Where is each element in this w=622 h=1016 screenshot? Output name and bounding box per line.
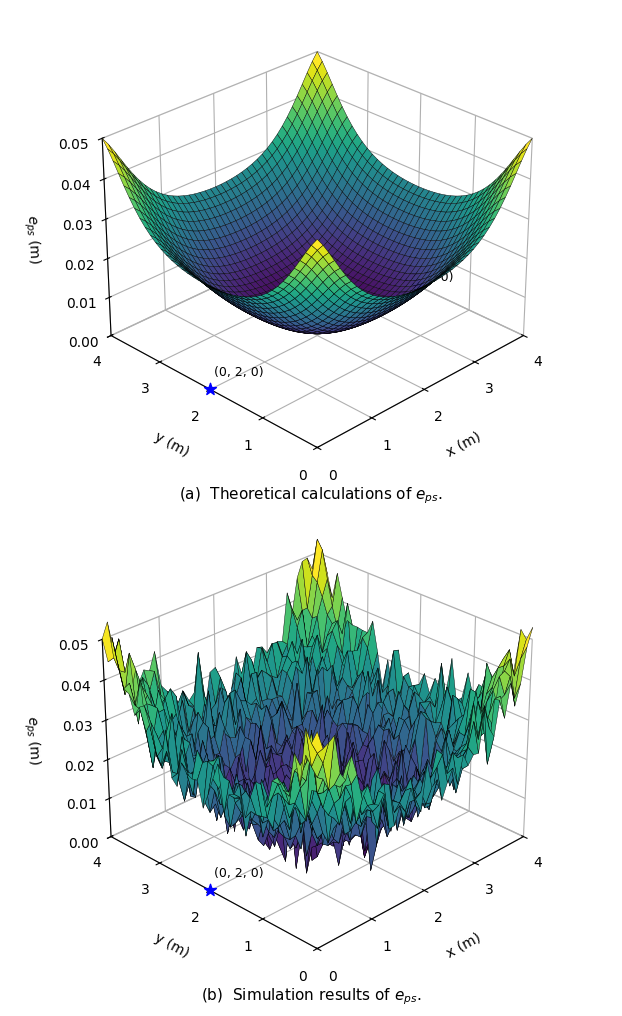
X-axis label: x (m): x (m) (443, 931, 483, 960)
Text: (a)  Theoretical calculations of $e_{ps}$.: (a) Theoretical calculations of $e_{ps}$… (179, 486, 443, 506)
Text: (b)  Simulation results of $e_{ps}$.: (b) Simulation results of $e_{ps}$. (201, 987, 421, 1008)
Y-axis label: y (m): y (m) (152, 430, 191, 459)
X-axis label: x (m): x (m) (443, 430, 483, 459)
Y-axis label: y (m): y (m) (152, 931, 191, 960)
